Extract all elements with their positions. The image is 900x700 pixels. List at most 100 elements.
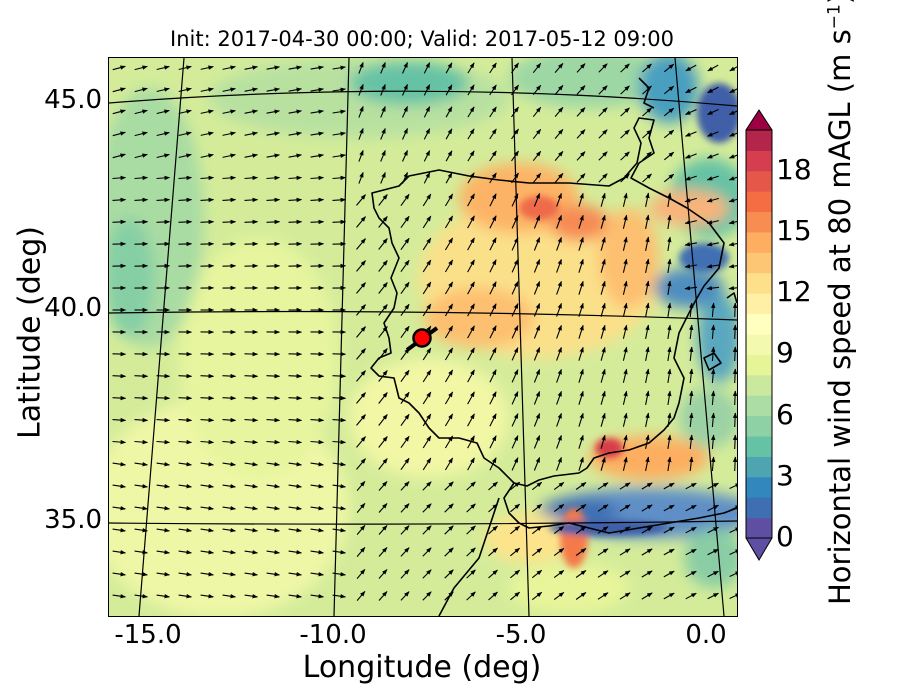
wind-vector-arrow [422, 237, 432, 251]
wind-vector-arrow [378, 304, 388, 316]
wind-vector-arrow [732, 302, 737, 318]
wind-vector-arrow [356, 370, 366, 382]
wind-vector-arrow [620, 85, 630, 95]
wind-vector-arrow [378, 525, 388, 535]
wind-vector-arrow [689, 390, 694, 406]
france-coast [638, 77, 655, 109]
wind-vector-arrow [597, 504, 609, 512]
wind-vector-arrow [200, 131, 214, 136]
wind-vector-arrow [445, 106, 453, 118]
wind-vector-arrow [332, 550, 346, 555]
wind-vector-arrow [489, 215, 497, 229]
wind-vector-arrow [707, 548, 719, 556]
wind-vector-arrow [600, 390, 606, 405]
wind-vector-arrow [641, 592, 653, 600]
wind-vector-arrow [511, 325, 519, 339]
wind-vector-arrow [378, 238, 388, 250]
wind-vector-arrow [729, 66, 737, 72]
wind-vector-arrow [489, 193, 497, 207]
wind-vector-arrow [553, 503, 565, 513]
wind-vector-arrow [466, 591, 476, 601]
wind-vector-arrow [332, 197, 347, 203]
wind-vector-arrow [422, 413, 432, 427]
wind-vector-arrow [710, 368, 716, 384]
wind-vector-arrow [266, 65, 280, 70]
wind-vector-arrow [488, 591, 498, 601]
wind-vector-arrow [200, 153, 214, 158]
wind-vector-arrow [553, 569, 565, 579]
wind-vector-arrow [422, 503, 432, 513]
wind-vector-arrow [645, 280, 650, 296]
wind-vector-arrow [707, 592, 719, 600]
wind-vector-arrow [728, 198, 737, 203]
wind-vector-arrow [663, 151, 675, 161]
wind-vector-arrow [622, 258, 628, 273]
wind-vector-arrow [467, 259, 475, 273]
wind-vector-arrow [597, 570, 609, 578]
wind-vector-arrow [622, 456, 628, 471]
wind-vector-arrow [600, 412, 606, 427]
wind-vector-arrow [510, 525, 521, 535]
wind-vector-arrow [288, 484, 302, 489]
wind-vector-arrow [266, 373, 281, 379]
colorbar-tick-label: 0 [776, 520, 794, 553]
map-plot-area [108, 57, 738, 617]
wind-vector-arrow [489, 435, 497, 449]
wind-vector-arrow [597, 548, 609, 556]
wind-vector-arrow [244, 439, 259, 445]
wind-vector-arrow [511, 62, 519, 74]
wind-vector-arrow [288, 417, 303, 423]
wind-vector-arrow [178, 219, 193, 225]
wind-vector-arrow [444, 215, 454, 229]
wind-vector-arrow [200, 65, 214, 70]
wind-vector-arrow [178, 197, 193, 203]
wind-vector-arrow [444, 503, 454, 513]
wind-vector-arrow [642, 151, 652, 161]
wind-vector-arrow [356, 414, 366, 426]
wind-vector-arrow [467, 84, 475, 96]
wind-vector-arrow [112, 175, 127, 181]
wind-vector-arrow [400, 503, 410, 513]
colorbar-band [746, 436, 772, 457]
wind-vector-arrow [134, 219, 149, 225]
wind-vector-arrow [489, 106, 497, 118]
wind-vector-arrow [622, 236, 628, 251]
wind-vector-arrow [706, 242, 720, 247]
wind-vector-arrow [378, 436, 388, 448]
wind-vector-arrow [533, 456, 541, 471]
wind-vector-arrow [467, 347, 475, 361]
wind-vector-arrow [423, 62, 431, 74]
wind-vector-arrow [178, 87, 192, 93]
wind-vector-arrow [222, 439, 237, 445]
wind-vector-arrow [332, 528, 346, 533]
wind-vector-arrow [266, 109, 280, 114]
wind-vector-arrow [244, 462, 258, 467]
wind-vector-arrow [423, 128, 431, 140]
colorbar-tick-label: 12 [776, 275, 812, 309]
wind-vector-arrow [600, 192, 606, 207]
wind-vector-arrow [358, 83, 364, 96]
wind-vector-arrow [685, 482, 697, 490]
wind-vector-arrow [663, 129, 675, 139]
wind-vector-arrow [134, 417, 149, 423]
wind-vector-arrow [598, 151, 608, 161]
wind-vector-arrow [400, 193, 410, 207]
wind-vector-arrow [222, 197, 237, 203]
wind-vector-arrow [511, 303, 519, 317]
wind-vector-arrow [578, 214, 584, 229]
wind-vector-arrow [332, 87, 346, 92]
wind-vector-arrow [556, 236, 562, 251]
wind-vector-arrow [200, 219, 215, 225]
wind-vector-arrow [200, 484, 214, 489]
wind-vector-arrow [489, 84, 497, 96]
wind-vector-arrow [400, 369, 410, 383]
wind-vector-arrow [598, 85, 608, 95]
wind-vector-arrow [422, 391, 432, 405]
x-tick-label: -5.0 [495, 620, 547, 650]
wind-vector-arrow [178, 175, 193, 181]
wind-vector-arrow [378, 569, 388, 579]
colorbar-band [746, 313, 772, 335]
wind-vector-arrow [511, 369, 519, 383]
wind-vector-arrow [200, 197, 215, 203]
wind-vector-arrow [619, 592, 631, 600]
